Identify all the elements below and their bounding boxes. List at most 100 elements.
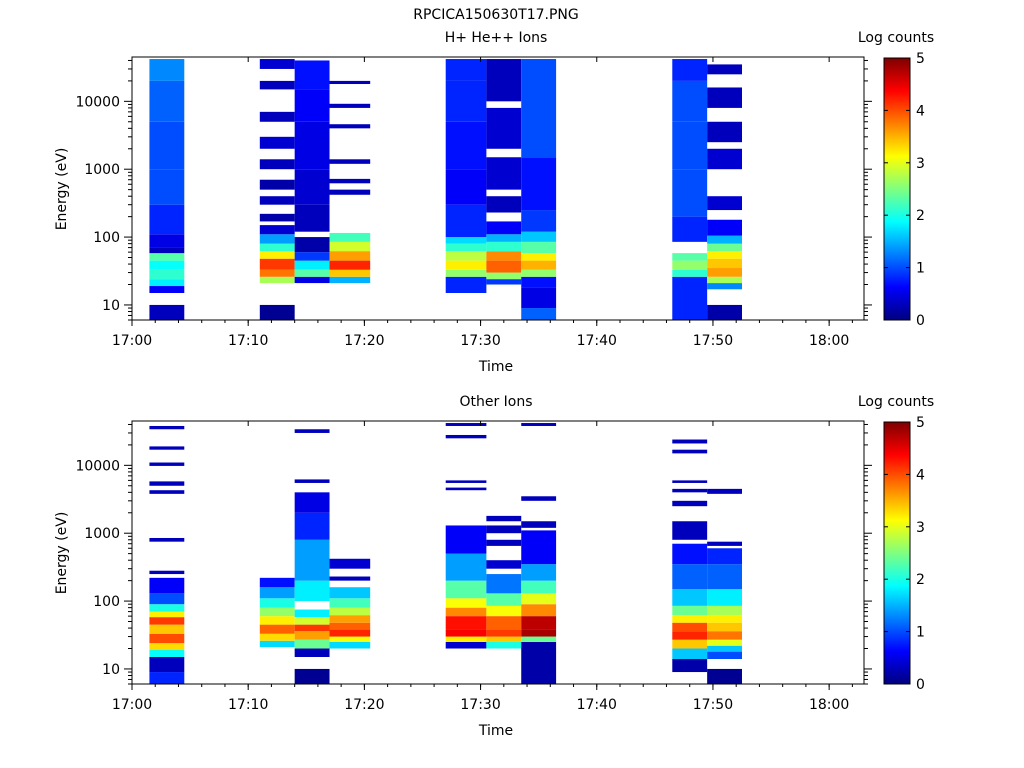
heatmap-cell xyxy=(672,260,708,270)
heatmap-cell xyxy=(707,615,742,623)
heatmap-cell xyxy=(294,479,330,483)
heatmap-cell xyxy=(259,213,295,222)
heatmap-cell xyxy=(149,446,185,450)
heatmap-cell xyxy=(329,636,371,642)
heatmap-cell xyxy=(329,189,371,195)
heatmap-cell xyxy=(521,616,557,630)
heatmap-cell xyxy=(707,258,742,269)
heatmap-cell xyxy=(149,260,185,270)
y-tick-label: 100 xyxy=(93,230,120,246)
x-tick-label: 17:50 xyxy=(693,697,733,713)
y-tick-label: 10000 xyxy=(75,94,120,110)
heatmap-cell xyxy=(294,609,330,618)
heatmap-cell xyxy=(707,276,742,284)
heatmap-cell xyxy=(672,543,708,565)
x-tick-label: 17:20 xyxy=(344,697,384,713)
heatmap-cell xyxy=(445,480,487,483)
heatmap-cell xyxy=(521,276,557,288)
x-tick-label: 17:30 xyxy=(460,333,500,349)
y-tick-label: 10 xyxy=(102,298,120,314)
heatmap-cell xyxy=(294,237,330,253)
heatmap-cell xyxy=(445,636,487,642)
colorbar-label: Log counts xyxy=(858,30,934,46)
heatmap-cell xyxy=(486,234,522,242)
heatmap-cell xyxy=(445,487,487,491)
heatmap-cell xyxy=(521,308,557,320)
heatmap-cell xyxy=(672,648,708,660)
heatmap-cell xyxy=(521,157,557,211)
heatmap-cell xyxy=(445,269,487,277)
colorbar-tick-label: 4 xyxy=(916,103,925,119)
figure-title: RPCICA150630T17.PNG xyxy=(413,7,578,23)
heatmap-cell xyxy=(445,598,487,608)
heatmap-cell xyxy=(521,260,557,270)
colorbar-tick-label: 2 xyxy=(916,208,925,224)
heatmap-cell xyxy=(486,629,522,637)
heatmap-cell xyxy=(329,641,371,649)
heatmap-cell xyxy=(445,553,487,581)
heatmap-cell xyxy=(445,423,487,426)
heatmap-cell xyxy=(486,196,522,213)
heatmap-cell xyxy=(707,121,742,143)
heatmap-cell xyxy=(486,515,522,522)
heatmap-cell xyxy=(294,252,330,261)
heatmap-cell xyxy=(486,59,522,102)
heatmap-cell xyxy=(521,231,557,242)
heatmap-cell xyxy=(149,121,185,170)
heatmap-cell xyxy=(486,641,522,649)
heatmap-cell xyxy=(329,124,371,129)
heatmap-cell xyxy=(445,260,487,270)
heatmap-cell xyxy=(329,615,371,623)
heatmap-cell xyxy=(259,616,295,625)
heatmap-cell xyxy=(486,636,522,642)
heatmap-cell xyxy=(707,548,742,565)
heatmap-cell xyxy=(149,80,185,122)
heatmap-cell xyxy=(294,624,330,632)
colorbar-tick-label: 0 xyxy=(916,677,925,693)
x-tick-label: 18:00 xyxy=(809,333,849,349)
heatmap-cell xyxy=(149,247,185,254)
heatmap-cell xyxy=(329,251,371,261)
heatmap-cell xyxy=(486,157,522,190)
y-tick-label: 1000 xyxy=(84,162,120,178)
heatmap-cell xyxy=(259,587,295,599)
heatmap-cell xyxy=(521,629,557,637)
heatmap-cell xyxy=(672,169,708,217)
heatmap-cell xyxy=(149,490,185,494)
heatmap-cell xyxy=(707,196,742,211)
heatmap-cell xyxy=(149,537,185,542)
heatmap-cell xyxy=(707,631,742,640)
heatmap-cell xyxy=(259,196,295,205)
heatmap-cell xyxy=(294,169,330,205)
heatmap-cell xyxy=(329,276,371,284)
heatmap-cell xyxy=(149,169,185,205)
colorbar-tick-label: 3 xyxy=(916,156,925,172)
heatmap-area: 17:00 17:10 17:20 17:30 17:40 17:50 18:0010100… xyxy=(75,51,925,349)
heatmap-cell xyxy=(259,59,295,69)
heatmap-cell xyxy=(329,587,371,599)
heatmap-cell xyxy=(445,434,487,439)
heatmap-cell xyxy=(149,253,185,261)
heatmap-cell xyxy=(294,89,330,122)
x-tick-label: 17:00 xyxy=(112,697,152,713)
x-tick-label: 17:40 xyxy=(577,333,617,349)
heatmap-cell xyxy=(672,80,708,122)
heatmap-cell xyxy=(294,668,330,684)
heatmap-cell xyxy=(149,593,185,605)
colorbar xyxy=(883,57,911,321)
x-tick-label: 17:00 xyxy=(112,333,152,349)
heatmap-cell xyxy=(521,59,557,158)
heatmap-cell xyxy=(149,617,185,625)
heatmap-cell xyxy=(329,598,371,608)
panel-other-ions: Other Ions 17:00 17:10 17:20 17:30 17:40 17:5… xyxy=(54,394,934,739)
heatmap-cell xyxy=(521,269,557,277)
heatmap-cell xyxy=(149,577,185,594)
heatmap-cell xyxy=(707,243,742,252)
heatmap-cell xyxy=(521,423,557,426)
heatmap-cell xyxy=(486,107,522,149)
heatmap-cell xyxy=(486,593,522,606)
heatmap-cell xyxy=(329,558,371,569)
x-tick-label: 17:30 xyxy=(460,697,500,713)
heatmap-cell xyxy=(294,512,330,540)
